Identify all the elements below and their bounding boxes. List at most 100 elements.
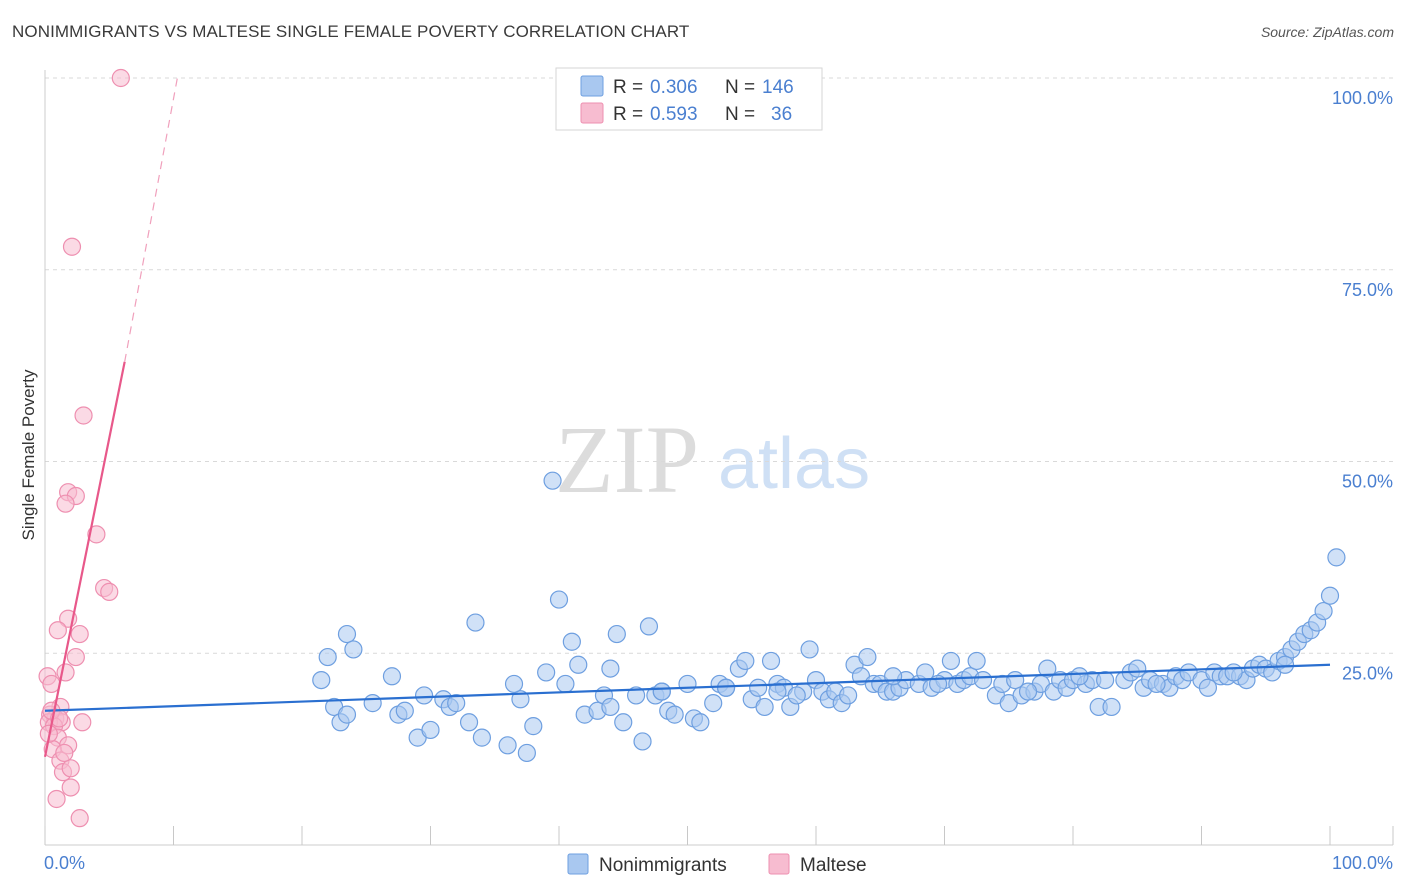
maltese-point — [47, 789, 66, 809]
trend-lines — [43, 77, 1331, 758]
series-legend: Nonimmigrants Maltese — [567, 853, 867, 876]
nonimmigrants-point — [755, 697, 774, 717]
nonimmigrants-point — [768, 682, 787, 701]
nonimmigrants-point — [498, 736, 517, 755]
nonimmigrants-point — [633, 732, 652, 751]
nonimmigrants-point — [607, 624, 626, 644]
nonimmigrants-point — [1224, 663, 1243, 682]
maltese-point — [87, 525, 106, 544]
nonimmigrants-point — [1018, 682, 1038, 701]
nonimmigrants-point — [1314, 601, 1333, 621]
y-tick-labels: 25.0% 50.0% 75.0% 100.0% — [1332, 88, 1393, 683]
nonimmigrants-point — [1096, 670, 1115, 690]
nonimmigrants-point — [1198, 678, 1218, 697]
nonimmigrants-point — [1038, 659, 1057, 678]
y-tick-label: 75.0% — [1342, 280, 1393, 300]
legend-n-label-1: N = — [725, 77, 755, 98]
legend-r-label-1: R = — [613, 77, 643, 98]
bottom-legend-swatch-maltese — [768, 853, 790, 875]
nonimmigrants-point — [517, 743, 536, 763]
nonimmigrants-point — [665, 705, 684, 724]
legend-n-value-1: 146 — [762, 77, 794, 98]
watermark-zip: ZIP — [555, 406, 699, 513]
watermark-atlas: atlas — [718, 424, 870, 504]
maltese-point — [48, 621, 67, 640]
legend-r-value-1: 0.306 — [650, 77, 698, 98]
nonimmigrants-point — [678, 674, 697, 694]
nonimmigrants-points — [312, 471, 1346, 763]
nonimmigrants-point — [459, 713, 479, 732]
nonimmigrants-point — [569, 655, 588, 674]
nonimmigrants-point — [1102, 697, 1121, 717]
nonimmigrants-point — [601, 659, 620, 678]
maltese-point — [66, 647, 85, 667]
nonimmigrants-point — [883, 667, 903, 686]
y-tick-label: 50.0% — [1342, 472, 1393, 492]
nonimmigrants-point — [736, 651, 755, 671]
legend-swatch-nonimmigrants — [580, 75, 604, 97]
gridlines — [45, 77, 1393, 654]
nonimmigrants-point — [1275, 655, 1295, 674]
maltese-trend-line — [43, 361, 126, 758]
maltese-point — [74, 406, 93, 425]
nonimmigrants-point — [447, 694, 466, 713]
nonimmigrants-point — [337, 624, 357, 644]
correlation-legend: R = 0.306 N = 146 R = 0.593 N = 36 — [555, 67, 823, 131]
maltese-point — [55, 743, 74, 763]
maltese-point — [61, 759, 80, 778]
nonimmigrants-point — [382, 667, 402, 686]
nonimmigrants-point — [858, 647, 877, 667]
bottom-legend-label-maltese: Maltese — [800, 855, 867, 876]
y-tick-label: 25.0% — [1342, 663, 1393, 683]
nonimmigrants-point — [344, 640, 363, 659]
nonimmigrants-point — [312, 670, 331, 690]
nonimmigrants-point — [800, 640, 819, 659]
y-tick-label: 100.0% — [1332, 88, 1393, 108]
nonimmigrants-point — [639, 617, 659, 636]
maltese-point — [61, 778, 80, 797]
legend-n-label-2: N = — [725, 104, 755, 125]
maltese-point — [56, 494, 75, 513]
nonimmigrants-point — [549, 590, 569, 609]
legend-n-value-2: 36 — [771, 104, 792, 125]
nonimmigrants-point — [556, 674, 575, 694]
nonimmigrants-point — [941, 651, 961, 671]
nonimmigrants-point — [716, 678, 736, 697]
nonimmigrants-point — [562, 632, 581, 651]
nonimmigrants-point — [318, 647, 337, 667]
nonimmigrants-point — [601, 697, 620, 717]
nonimmigrants-point — [511, 690, 530, 709]
nonimmigrants-point — [537, 663, 556, 682]
nonimmigrants-point — [839, 686, 858, 705]
nonimmigrants-point — [1320, 586, 1340, 605]
maltese-point — [100, 582, 119, 601]
nonimmigrants-point — [652, 682, 671, 701]
legend-r-label-2: R = — [613, 104, 643, 125]
nonimmigrants-point — [691, 713, 710, 732]
nonimmigrants-point — [1070, 667, 1089, 686]
maltese-point — [73, 713, 92, 732]
maltese-point — [62, 237, 82, 256]
nonimmigrants-point — [363, 694, 382, 713]
nonimmigrants-point — [472, 728, 491, 747]
legend-r-value-2: 0.593 — [650, 104, 698, 125]
x-tick-label-min: 0.0% — [44, 853, 85, 873]
bottom-legend-swatch-nonimmigrants — [567, 853, 589, 875]
chart-title: NONIMMIGRANTS VS MALTESE SINGLE FEMALE P… — [12, 22, 690, 41]
maltese-point — [70, 624, 89, 644]
nonimmigrants-point — [787, 686, 806, 705]
axes — [44, 70, 1394, 846]
nonimmigrants-point — [1147, 674, 1166, 694]
maltese-point — [70, 809, 89, 828]
nonimmigrants-point — [421, 720, 440, 740]
nonimmigrants-point — [761, 651, 781, 671]
bottom-legend-label-nonimmigrants: Nonimmigrants — [599, 855, 727, 876]
nonimmigrants-point — [543, 471, 562, 490]
nonimmigrants-point — [524, 717, 543, 736]
nonimmigrants-point — [395, 701, 414, 720]
y-axis-title: Single Female Poverty — [19, 369, 38, 541]
maltese-trend-extension — [124, 77, 178, 362]
nonimmigrants-point — [916, 663, 935, 682]
nonimmigrants-point — [967, 651, 986, 671]
